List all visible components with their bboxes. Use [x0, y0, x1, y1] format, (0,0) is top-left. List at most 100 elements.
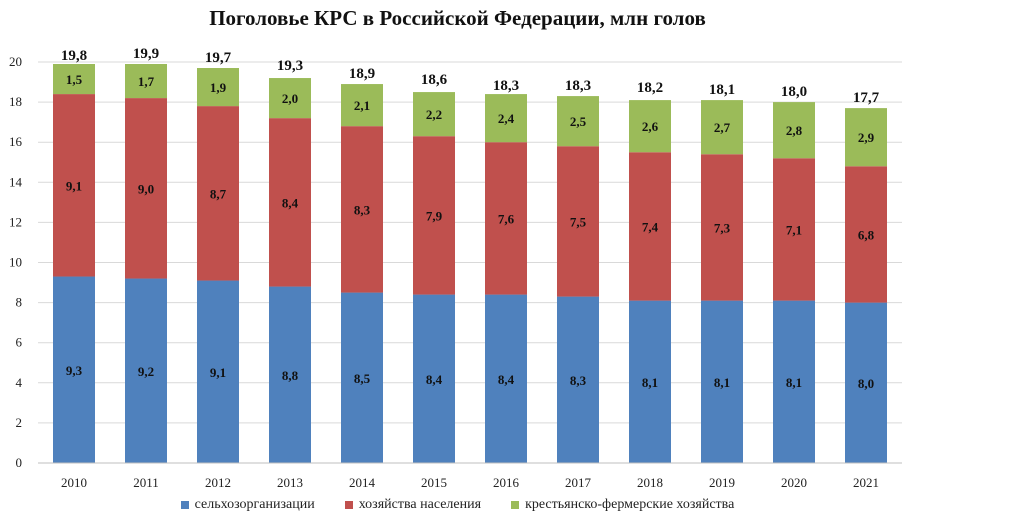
x-tick-label: 2018: [637, 475, 663, 490]
segment-value-label: 8,3: [570, 373, 587, 388]
bar-total-label: 19,3: [277, 58, 303, 74]
bar-total-label: 18,6: [421, 72, 448, 88]
bar-segment-farms: [125, 64, 167, 99]
x-tick-label: 2017: [565, 475, 592, 490]
bar-segment-households: [53, 94, 95, 277]
segment-value-label: 9,2: [138, 364, 154, 379]
bar-segment-households: [557, 146, 599, 297]
segment-value-label: 2,7: [714, 120, 731, 135]
segment-value-label: 6,8: [858, 227, 875, 242]
bar-segment-households: [341, 126, 383, 293]
bar-segment-agri-orgs: [773, 300, 815, 463]
legend-item-farms: крестьянско-фермерские хозяйства: [511, 497, 734, 513]
bars: [53, 64, 887, 463]
bar-total-label: 18,9: [349, 66, 375, 82]
y-tick-label: 6: [16, 335, 23, 350]
bar-segment-farms: [557, 96, 599, 147]
bar-total-label: 18,3: [565, 78, 591, 94]
x-tick-label: 2010: [61, 475, 87, 490]
y-tick-label: 0: [16, 455, 23, 470]
y-tick-label: 20: [9, 54, 22, 69]
x-tick-label: 2011: [133, 475, 159, 490]
segment-value-label: 7,9: [426, 208, 443, 223]
bar-segment-farms: [629, 100, 671, 153]
bar-total-label: 18,0: [781, 84, 807, 100]
segment-value-label: 1,7: [138, 74, 155, 89]
bar-total-label: 19,8: [61, 48, 87, 64]
y-tick-label: 4: [16, 375, 23, 390]
segment-value-label: 9,0: [138, 181, 154, 196]
legend-label-agri-orgs: сельхозорганизации: [194, 497, 315, 512]
bar-segment-households: [485, 142, 527, 295]
segment-value-label: 8,4: [426, 372, 443, 387]
segment-value-label: 8,4: [498, 372, 515, 387]
bar-segment-households: [125, 98, 167, 279]
bar-segment-farms: [197, 68, 239, 107]
segment-value-label: 8,1: [786, 375, 802, 390]
bar-segment-farms: [701, 100, 743, 155]
bar-segment-farms: [413, 92, 455, 137]
segment-value-label: 8,0: [858, 376, 874, 391]
bar-total-label: 18,1: [709, 82, 735, 98]
segment-value-label: 1,5: [66, 72, 83, 87]
y-tick-label: 2: [16, 415, 23, 430]
bar-segment-agri-orgs: [413, 294, 455, 463]
legend-swatch-agri-orgs: [180, 501, 189, 509]
bar-total-label: 18,3: [493, 78, 519, 94]
x-tick-label: 2021: [853, 475, 879, 490]
chart-title: Поголовье КРС в Российской Федерации, мл…: [209, 6, 706, 30]
segment-value-label: 2,2: [426, 107, 442, 122]
y-tick-label: 10: [9, 255, 22, 270]
data-labels: 9,3 9,1 1,5 19,8 9,2 9,0 1,7 19,9 9,1 8,7 1,9 19,7 8…: [61, 46, 880, 391]
segment-value-label: 2,5: [570, 114, 587, 129]
y-tick-label: 12: [9, 214, 22, 229]
y-tick-label: 8: [16, 295, 23, 310]
bar-segment-farms: [845, 108, 887, 167]
bar-segment-farms: [269, 78, 311, 119]
x-tick-label: 2020: [781, 475, 807, 490]
x-tick-label: 2012: [205, 475, 231, 490]
bar-segment-agri-orgs: [341, 292, 383, 463]
x-tick-label: 2015: [421, 475, 447, 490]
x-tick-label: 2019: [709, 475, 735, 490]
segment-value-label: 7,1: [786, 222, 802, 237]
segment-value-label: 9,1: [66, 178, 82, 193]
bar-segment-farms: [53, 64, 95, 95]
segment-value-label: 8,3: [354, 202, 371, 217]
bar-segment-agri-orgs: [269, 286, 311, 463]
bar-segment-agri-orgs: [701, 300, 743, 463]
bar-segment-households: [197, 106, 239, 281]
segment-value-label: 9,1: [210, 365, 226, 380]
bar-segment-agri-orgs: [125, 278, 167, 463]
bar-segment-farms: [485, 94, 527, 143]
bar-segment-households: [413, 136, 455, 295]
segment-value-label: 7,4: [642, 219, 659, 234]
bar-segment-households: [629, 152, 671, 301]
legend: сельхозорганизации хозяйства населения к…: [0, 497, 915, 513]
x-tick-label: 2014: [349, 475, 376, 490]
bar-segment-households: [269, 118, 311, 287]
bar-segment-agri-orgs: [845, 302, 887, 463]
legend-item-agri-orgs: сельхозорганизации: [180, 497, 315, 513]
y-tick-label: 14: [9, 174, 23, 189]
bar-segment-agri-orgs: [629, 300, 671, 463]
bar-segment-agri-orgs: [557, 296, 599, 463]
segment-value-label: 2,8: [786, 123, 803, 138]
segment-value-label: 9,3: [66, 363, 83, 378]
legend-label-households: хозяйства населения: [358, 497, 482, 512]
bar-segment-households: [701, 154, 743, 301]
legend-label-farms: крестьянско-фермерские хозяйства: [525, 497, 735, 512]
bar-segment-agri-orgs: [485, 294, 527, 463]
bar-segment-households: [845, 166, 887, 303]
y-axis: 0 2 4 6 8 10 12 14 16 18 20: [9, 54, 23, 470]
y-tick-label: 16: [9, 134, 23, 149]
bar-segment-agri-orgs: [197, 280, 239, 463]
bar-total-label: 18,2: [637, 80, 663, 96]
segment-value-label: 2,6: [642, 119, 659, 134]
bar-segment-households: [773, 158, 815, 301]
segment-value-label: 8,5: [354, 371, 371, 386]
bar-total-label: 19,7: [205, 50, 232, 66]
segment-value-label: 7,3: [714, 220, 731, 235]
x-axis: 2010 2011 2012 2013 2014 2015 2016 2017 2018 2019…: [38, 462, 902, 490]
